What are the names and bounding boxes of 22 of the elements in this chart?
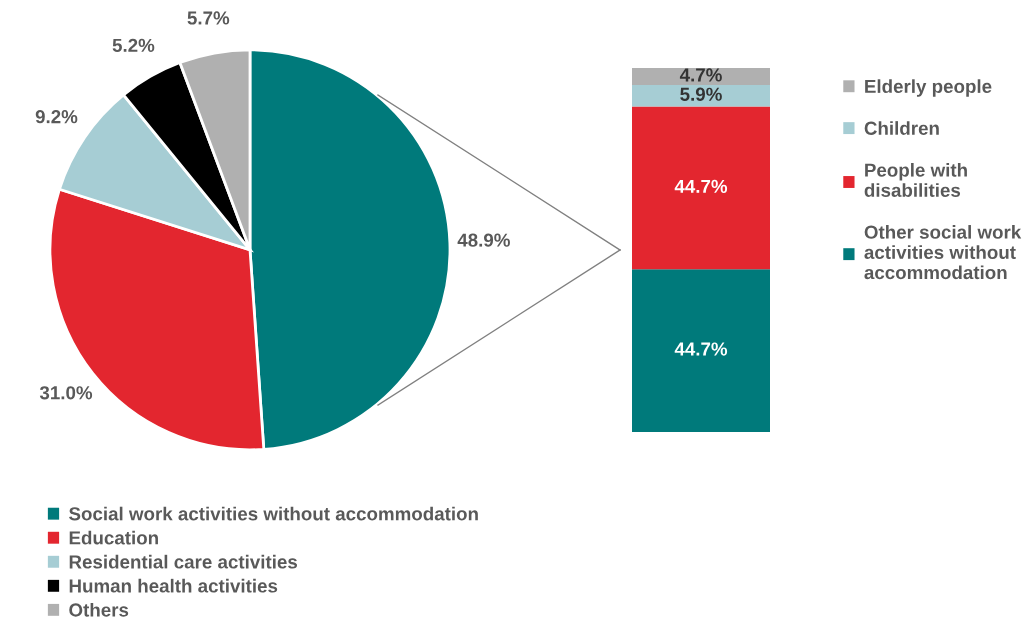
bar [632, 85, 770, 107]
data-label: 44.7% [674, 179, 728, 193]
data-label: 5.7% [187, 11, 230, 25]
legend-label: Social work activities without accommodation [69, 506, 478, 521]
data-label: 5.9% [680, 87, 722, 101]
legend-label: Elderly people [865, 79, 992, 97]
data-label: 9.2% [35, 110, 78, 124]
data-label: 4.7% [679, 68, 722, 82]
bar [632, 106, 770, 270]
data-label: 5.2% [112, 38, 155, 52]
legend-label: Other social work activities without accommodation [864, 225, 1022, 280]
data-label: 44.7% [674, 342, 728, 356]
legend-label: Others [69, 602, 129, 617]
legend-label: People with disabilities [864, 162, 967, 197]
bar [632, 68, 770, 86]
bar [632, 269, 770, 432]
data-label: 31.0% [39, 386, 93, 400]
legend-label: Children [864, 121, 939, 135]
legend-label: Human health activities [69, 578, 278, 593]
data-label: 48.9% [457, 233, 510, 247]
legend-label: Education [69, 530, 158, 545]
legend-label: Residential care activities [69, 554, 298, 569]
